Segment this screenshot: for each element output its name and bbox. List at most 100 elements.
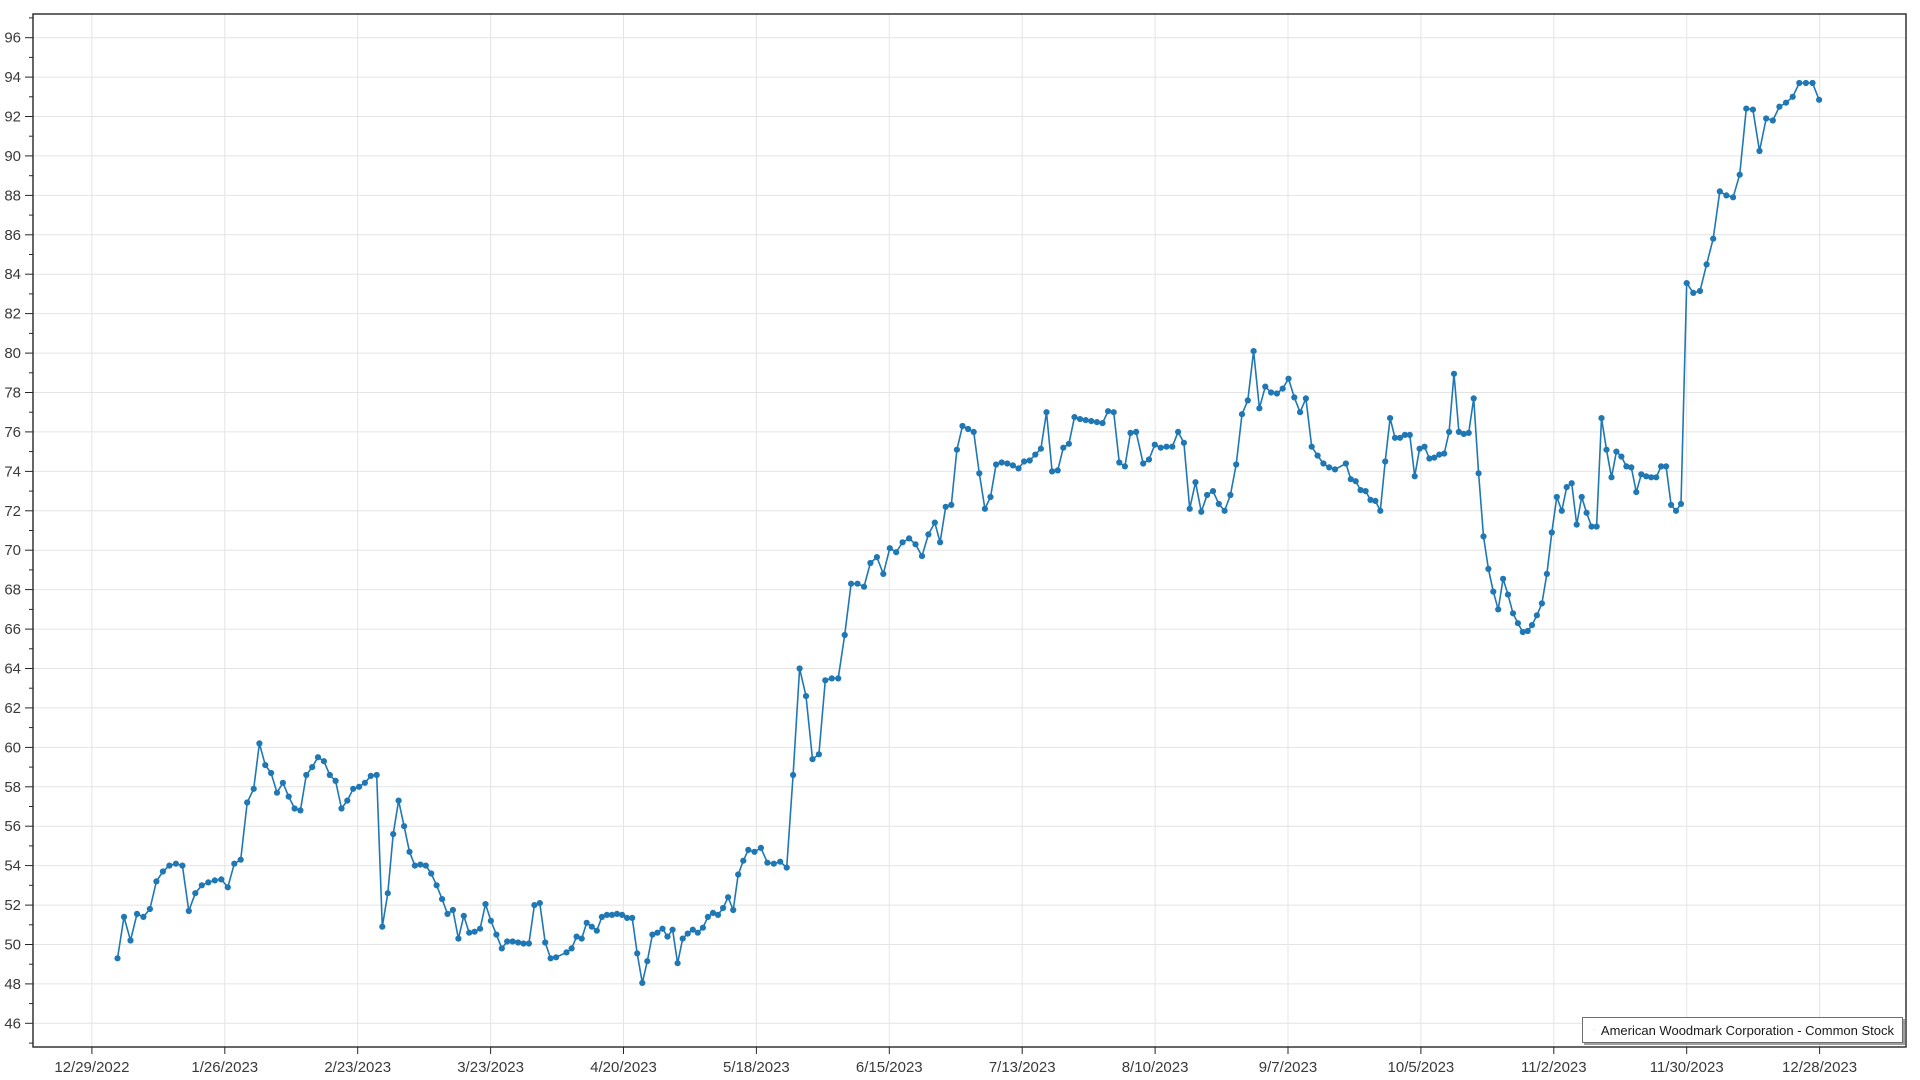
x-tick-label: 1/26/2023 [191, 1059, 258, 1076]
price-point [1401, 431, 1408, 438]
price-point [699, 924, 707, 931]
price-point [133, 910, 141, 918]
price-point [332, 777, 339, 785]
price-point [1082, 417, 1089, 424]
price-point [1320, 460, 1327, 467]
price-point [1382, 458, 1389, 465]
price-point [487, 917, 494, 924]
price-point [1703, 261, 1710, 268]
price-point [684, 930, 691, 937]
x-tick-label: 8/10/2023 [1122, 1059, 1189, 1076]
price-point [848, 580, 855, 587]
price-point [998, 459, 1005, 466]
price-point [439, 896, 446, 903]
price-point [1221, 507, 1228, 514]
price-point [976, 470, 983, 477]
price-point [1043, 409, 1050, 416]
price-point [1736, 171, 1743, 178]
price-point [568, 945, 575, 952]
price-point [1623, 463, 1630, 470]
price-point [1416, 445, 1423, 452]
price-point [965, 425, 972, 433]
price-point [350, 785, 357, 792]
price-point [1015, 465, 1022, 472]
price-point [1696, 287, 1704, 295]
price-point [1285, 375, 1292, 382]
price-point [1180, 439, 1187, 446]
price-point [1054, 467, 1061, 474]
price-point [689, 926, 696, 933]
price-point [1710, 235, 1717, 242]
price-point [218, 876, 225, 883]
price-point [192, 890, 199, 897]
price-point [854, 580, 861, 587]
price-point [1037, 445, 1044, 452]
y-tick-label: 52 [4, 897, 21, 914]
price-point [1175, 428, 1182, 435]
price-point [1387, 415, 1394, 422]
price-point [1568, 480, 1575, 487]
price-point [1352, 478, 1359, 485]
price-point [1756, 147, 1763, 155]
price-point [1672, 507, 1680, 514]
price-point [1514, 620, 1521, 627]
price-point [987, 493, 994, 501]
y-tick-label: 92 [4, 109, 21, 126]
price-point [603, 911, 611, 919]
price-point [417, 861, 424, 868]
price-point [1391, 434, 1399, 441]
price-point [525, 940, 533, 947]
price-point [1573, 521, 1580, 528]
price-point [466, 929, 473, 936]
price-point [993, 461, 1000, 468]
legend-series-label: American Woodmark Corporation - Common S… [1600, 1022, 1894, 1038]
price-point [659, 925, 666, 932]
price-point [1446, 428, 1453, 435]
price-point [745, 846, 752, 854]
price-point [1658, 463, 1665, 470]
price-point [509, 938, 516, 945]
price-point [886, 545, 893, 552]
price-point [1465, 429, 1472, 436]
price-point [166, 862, 173, 869]
y-tick-label: 62 [4, 700, 21, 717]
price-point [1470, 395, 1477, 402]
price-point [1776, 103, 1783, 110]
price-point [553, 954, 560, 961]
price-point [1262, 383, 1269, 390]
price-point [893, 549, 900, 556]
price-point [411, 862, 418, 869]
y-tick-label: 94 [4, 69, 21, 86]
plot-border [32, 13, 1907, 1048]
price-point [937, 539, 944, 546]
price-point [835, 675, 842, 682]
price-point [361, 779, 368, 786]
price-point [279, 779, 286, 786]
price-point [1244, 397, 1251, 404]
price-point [1490, 588, 1497, 595]
x-tick-label: 12/29/2022 [54, 1059, 129, 1076]
price-point [1809, 79, 1816, 87]
price-point [1519, 628, 1526, 636]
price-point [373, 771, 380, 779]
price-point [542, 939, 549, 946]
price-point [953, 446, 961, 453]
price-point [1504, 591, 1512, 598]
x-tick-label: 10/5/2023 [1388, 1059, 1455, 1076]
price-point [1256, 405, 1263, 412]
price-point [1021, 458, 1028, 465]
price-point [730, 906, 737, 914]
price-point [303, 771, 310, 779]
price-point [770, 860, 777, 867]
legend[interactable]: American Woodmark Corporation - Common S… [1582, 1017, 1903, 1043]
price-point [1291, 394, 1298, 401]
price-point [1598, 415, 1605, 422]
price-point [563, 949, 570, 956]
price-point [1362, 488, 1369, 495]
price-point [1769, 117, 1776, 124]
price-point [593, 927, 600, 934]
price-point [740, 857, 747, 864]
price-point [790, 771, 797, 779]
price-point [1749, 106, 1756, 113]
